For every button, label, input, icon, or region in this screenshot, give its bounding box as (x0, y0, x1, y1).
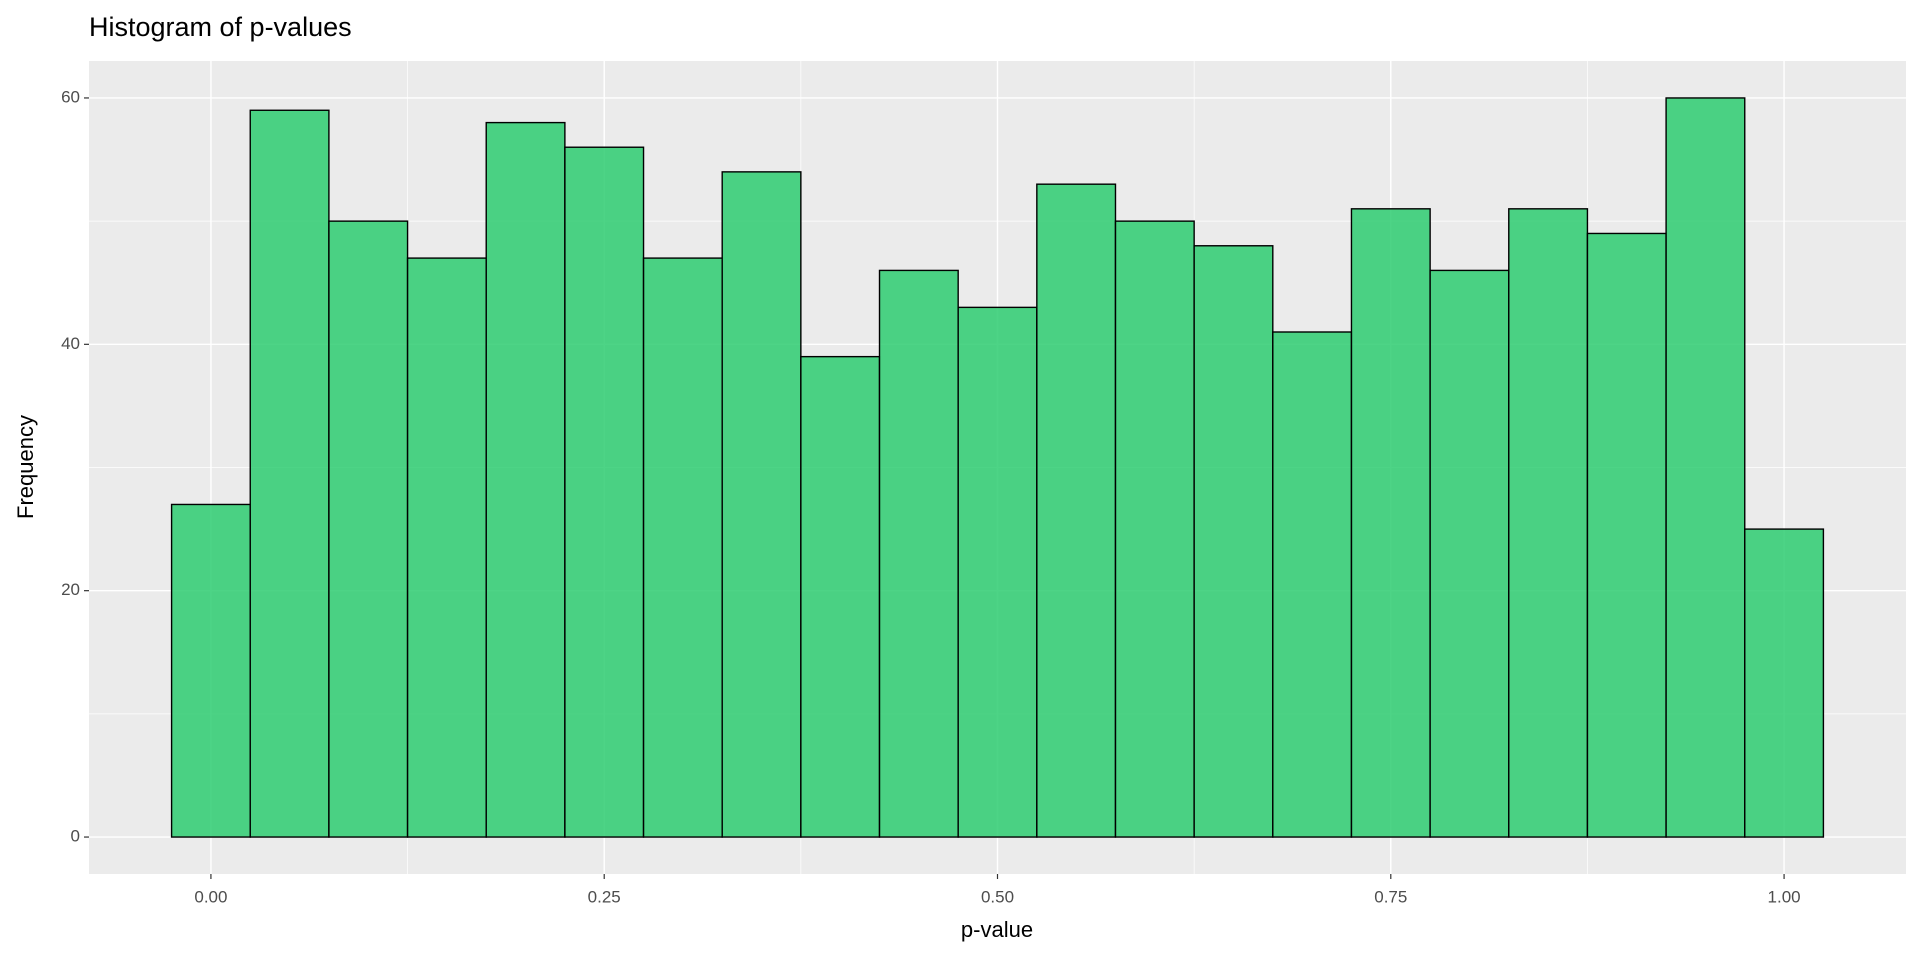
bar (1744, 528, 1825, 838)
bar (406, 257, 487, 838)
bar (1586, 232, 1667, 838)
bar (1508, 208, 1589, 838)
bar (1272, 331, 1353, 838)
chart-title: Histogram of p-values (89, 12, 352, 42)
bar (1429, 269, 1510, 838)
bar (1114, 220, 1195, 838)
bar (1036, 183, 1117, 838)
x-tick-label: 0.00 (194, 887, 227, 906)
y-axis-title: Frequency (13, 415, 38, 519)
bar (485, 121, 566, 838)
y-tick-label: 60 (61, 87, 80, 106)
bar (1665, 97, 1746, 838)
bar (249, 109, 330, 838)
x-tick-label: 0.50 (981, 887, 1014, 906)
bar (878, 269, 959, 838)
bar (642, 257, 723, 838)
bar (1350, 208, 1431, 838)
bar (564, 146, 645, 838)
x-tick-label: 0.25 (588, 887, 621, 906)
bar (170, 503, 251, 838)
bar (957, 306, 1038, 838)
bar (800, 355, 881, 838)
x-tick-label: 1.00 (1768, 887, 1801, 906)
x-axis-title: p-value (961, 917, 1033, 942)
y-tick-label: 20 (61, 580, 80, 599)
bar (1193, 245, 1274, 838)
x-tick-label: 0.75 (1374, 887, 1407, 906)
y-tick-label: 0 (71, 827, 80, 846)
bar (721, 171, 802, 838)
bar (328, 220, 409, 838)
y-tick-label: 40 (61, 334, 80, 353)
